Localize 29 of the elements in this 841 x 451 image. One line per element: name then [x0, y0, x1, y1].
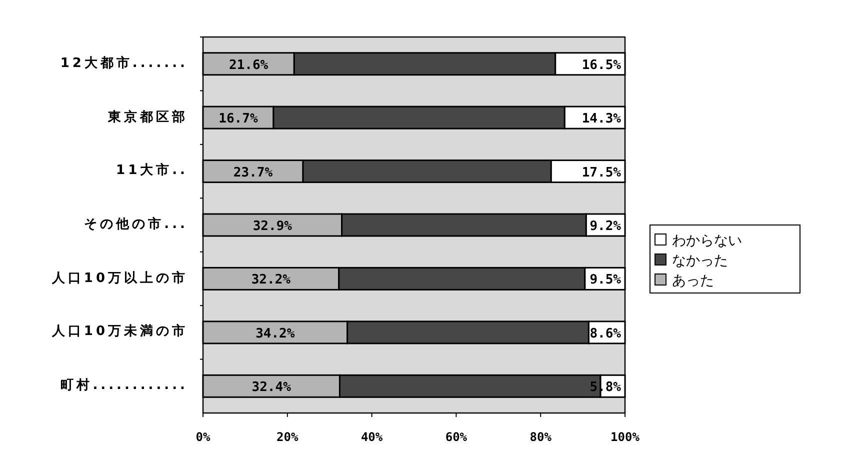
data-label: 16.5% [582, 58, 622, 73]
legend-label: あった [672, 273, 714, 289]
y-tick-label: 人口10万以上の市 [50, 270, 188, 288]
data-label: 23.7% [233, 165, 273, 180]
data-label: 16.7% [218, 112, 258, 127]
data-label: 8.6% [590, 326, 622, 342]
x-tick-label: 100% [610, 430, 640, 444]
legend-label: わからない [672, 233, 742, 249]
data-label: 34.2% [256, 326, 295, 342]
x-tick-label: 20% [276, 430, 300, 444]
data-label: 9.5% [590, 272, 622, 288]
x-tick-label: 80% [530, 430, 552, 444]
data-label: 14.3% [582, 112, 622, 127]
data-label: 17.5% [582, 165, 622, 180]
y-tick-label: 12大都市....... [59, 54, 188, 73]
x-tick-label: 0% [196, 430, 211, 444]
x-tick-label: 40% [360, 430, 384, 444]
y-tick-label: 11大市.. [115, 162, 188, 180]
data-label: 21.6% [229, 58, 268, 73]
data-label: 32.4% [252, 380, 292, 396]
data-label: 32.2% [251, 272, 291, 288]
y-tick-label: 東京都区部 [106, 108, 188, 127]
y-tick-label: 町村............ [60, 377, 188, 396]
legend-label: なかった [672, 253, 728, 269]
y-tick-label: その他の市... [83, 216, 188, 234]
data-label: 32.9% [252, 219, 292, 234]
data-label: 9.2% [590, 219, 622, 234]
y-tick-label: 人口10万未満の市 [50, 322, 188, 342]
x-tick-label: 60% [445, 430, 468, 444]
